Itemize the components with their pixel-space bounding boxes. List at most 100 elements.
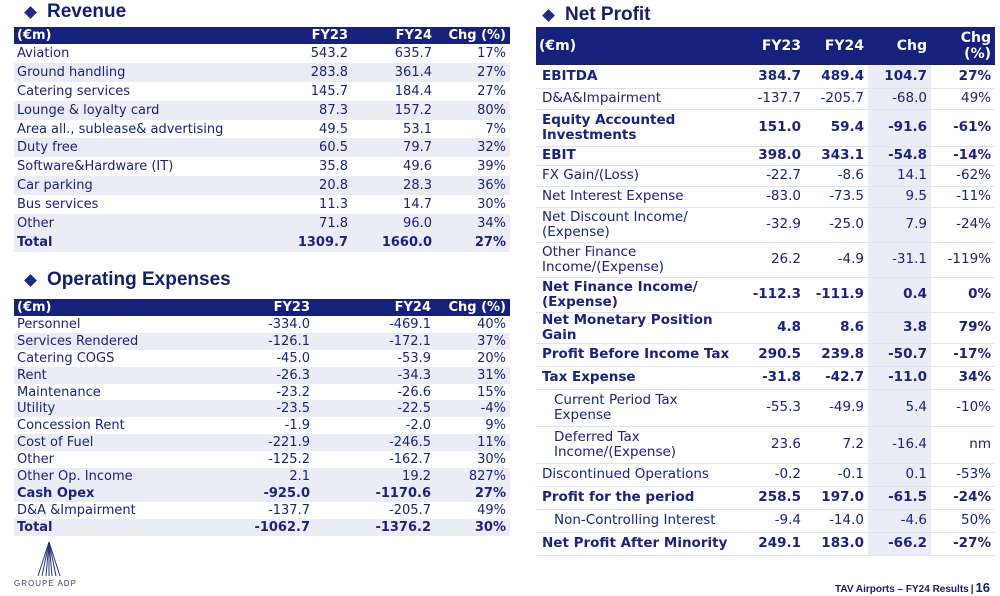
opex-row: Services Rendered -126.1 -172.1 37% (14, 332, 510, 350)
net-profit-row: Discontinued Operations -0.2 -0.1 0.1 -53% (536, 463, 995, 487)
net-profit-value: 197.0 (805, 486, 868, 510)
net-profit-value: 249.1 (736, 532, 805, 556)
rev-cell: 361.4 (352, 62, 436, 82)
net-profit-value: -4.6 (868, 509, 931, 533)
rev-cell: 27% (436, 232, 510, 252)
opex-cell: D&A &Impairment (17, 502, 136, 518)
net-profit-value: -68.0 (868, 88, 931, 110)
rev-cell: 30% (477, 197, 506, 213)
rev-header-cell: Chg (%) (436, 27, 510, 44)
opex-cell: -34.3 (314, 366, 435, 384)
net-profit-value: -10% (931, 389, 995, 427)
net-profit-value: -14% (931, 146, 995, 166)
opex-table: (€m) FY23 FY24 Chg (%) Personnel -334.0 -469.… (14, 299, 510, 536)
opex-header-cell: FY23 (182, 299, 314, 316)
net-profit-row: Net Interest Expense -83.0 -73.5 9.5 -11% (536, 186, 995, 208)
net-profit-value: -66.2 (868, 532, 931, 556)
rev-cell: 80% (436, 100, 510, 120)
net-profit-value: -0.1 (805, 463, 868, 487)
net-profit-body: EBITDA 384.7 489.4 104.7 27% D&A&Impairment -1… (536, 65, 995, 556)
opex-cell: -23.2 (276, 384, 310, 400)
revenue-table: (€m) FY23 FY24 Chg (%) Aviation 543.2 635.7 17… (14, 27, 510, 252)
net-profit-label: Profit for the period (536, 486, 736, 510)
opex-cell: -53.9 (397, 350, 431, 366)
opex-cell: Cost of Fuel (14, 434, 182, 452)
opex-cell: -1.9 (284, 418, 310, 434)
net-profit-value: -14.0 (805, 509, 868, 533)
diamond-bullet-icon (542, 8, 555, 22)
opex-cell: -925.0 (182, 484, 314, 502)
net-profit-value: -91.6 (868, 109, 931, 147)
opex-cell: Total (14, 518, 182, 536)
net-profit-value: -0.2 (736, 463, 805, 487)
net-profit-label: D&A&Impairment (536, 88, 736, 110)
net-profit-value: -73.5 (805, 186, 868, 208)
revenue-header-row: (€m) FY23 FY24 Chg (%) (14, 27, 510, 44)
net-profit-value: 7.9 (868, 207, 931, 243)
net-profit-value: -55.3 (736, 389, 805, 427)
opex-cell: 11% (435, 434, 510, 452)
net-profit-value: 343.1 (805, 146, 868, 166)
opex-row: Other -125.2 -162.7 30% (14, 451, 510, 468)
net-profit-row: D&A&Impairment -137.7 -205.7 -68.0 49% (536, 88, 995, 110)
opex-cell: -23.5 (182, 400, 314, 418)
net-profit-value: 384.7 (736, 65, 805, 89)
rev-cell: 28.3 (352, 176, 436, 196)
net-profit-value: -54.8 (868, 146, 931, 166)
rev-cell: 11.3 (319, 197, 348, 213)
rev-cell: Software&Hardware (IT) (17, 159, 174, 175)
net-profit-value: -31.8 (736, 366, 805, 390)
net-profit-value: 398.0 (736, 146, 805, 166)
net-profit-label: EBIT (536, 146, 736, 166)
net-profit-value: nm (931, 426, 995, 464)
rev-header-cell: FY24 (352, 27, 436, 44)
opex-row: Concession Rent -1.9 -2.0 9% (14, 417, 510, 434)
net-profit-row: FX Gain/(Loss) -22.7 -8.6 14.1 -62% (536, 165, 995, 187)
net-profit-label: Other Finance Income/(Expense) (536, 242, 736, 278)
net-profit-value: -27% (931, 532, 995, 556)
opex-cell: -205.7 (389, 502, 431, 518)
net-profit-value: 9.5 (868, 186, 931, 208)
net-profit-row: Net Finance Income/ (Expense) -112.3 -111.… (536, 277, 995, 313)
net-profit-value: -11% (931, 186, 995, 208)
rev-cell: Lounge & loyalty card (14, 100, 242, 120)
opex-cell: -22.5 (314, 400, 435, 418)
opex-cell: -469.1 (389, 316, 431, 332)
net-profit-header-cell: Chg (%) (931, 27, 995, 65)
footer-separator: | (970, 584, 974, 595)
net-profit-value: -61.5 (868, 486, 931, 510)
net-profit-value: 14.1 (868, 165, 931, 187)
revenue-title-text: Revenue (47, 1, 127, 22)
net-profit-row: EBITDA 384.7 489.4 104.7 27% (536, 65, 995, 89)
net-profit-value: -4.9 (805, 242, 868, 278)
diamond-bullet-icon (24, 5, 37, 19)
rev-row: Catering services 145.7 184.4 27% (14, 82, 510, 101)
opex-cell: 15% (477, 384, 506, 400)
opex-header-cell: FY24 (314, 299, 435, 316)
opex-header-cell: Chg (%) (435, 299, 510, 316)
opex-cell: Utility (14, 400, 182, 418)
opex-title: Operating Expenses (22, 269, 231, 291)
net-profit-row: Net Monetary Position Gain 4.8 8.6 3.8 79% (536, 312, 995, 344)
net-profit-value: -42.7 (805, 366, 868, 390)
rev-row: Software&Hardware (IT) 35.8 49.6 39% (14, 157, 510, 176)
rev-cell: Car parking (14, 176, 242, 196)
net-profit-value: -61% (931, 109, 995, 147)
net-profit-value: 0.4 (868, 277, 931, 313)
opex-cell: 30% (477, 452, 506, 468)
rev-row: Ground handling 283.8 361.4 27% (14, 62, 510, 82)
rev-total-row: Total 1309.7 1660.0 27% (14, 232, 510, 252)
rev-cell: 27% (477, 83, 506, 99)
opex-cell: -125.2 (268, 452, 310, 468)
net-profit-label: FX Gain/(Loss) (536, 165, 736, 187)
opex-row: Maintenance -23.2 -26.6 15% (14, 384, 510, 401)
net-profit-row: Net Discount Income/ (Expense) -32.9 -25.0… (536, 207, 995, 243)
rev-cell: 96.0 (352, 214, 436, 233)
opex-cell: 827% (435, 468, 510, 485)
net-profit-row: Tax Expense -31.8 -42.7 -11.0 34% (536, 366, 995, 390)
rev-cell: 32% (436, 138, 510, 158)
net-profit-value: 151.0 (736, 109, 805, 147)
rev-row: Area all., sublease& advertising 49.5 53.1… (14, 120, 510, 139)
net-profit-header-row: (€m) FY23 FY24 Chg Chg (%) (536, 27, 995, 65)
net-profit-row: EBIT 398.0 343.1 -54.8 -14% (536, 146, 995, 166)
